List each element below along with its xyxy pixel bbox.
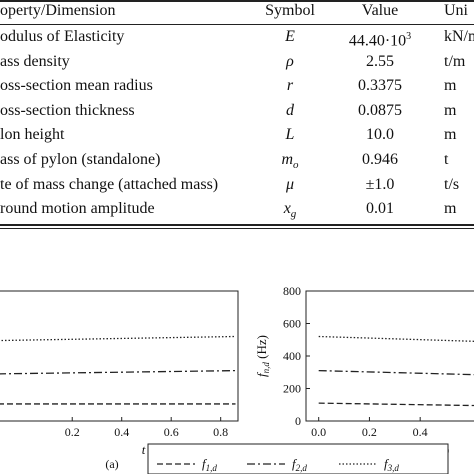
table-cell-unit: m	[444, 126, 457, 144]
table-symbol-subscript: g	[290, 208, 297, 221]
table-cell-unit: t	[444, 151, 449, 168]
table-cell-unit: kN/m	[444, 28, 474, 45]
table-value-text: 10.0	[366, 126, 394, 144]
table-cell-property: lon height	[0, 126, 65, 144]
header-unit: Uni	[444, 2, 468, 19]
properties-table: operty/Dimension Symbol Value Uni odulus…	[0, 0, 474, 230]
table-cell-unit: t/s	[444, 175, 460, 193]
table-symbol-text: μ	[285, 175, 295, 193]
table-value-text: 0.01	[366, 200, 394, 218]
table-value-exponent: 3	[406, 31, 412, 42]
header-property: operty/Dimension	[0, 2, 116, 19]
table-symbol-text: ρ	[286, 52, 294, 70]
table-cell-symbol: μ	[286, 174, 294, 196]
x-tick-label: 0.0	[311, 425, 326, 439]
series-line-f3d	[318, 335, 474, 342]
table-cell-value: ±1.0	[366, 174, 395, 196]
series-line-f2d	[0, 369, 236, 375]
chart-panel-b: 0.00.20.40200400600800t (s)(b)fn,d (Hz)	[254, 284, 474, 471]
series-line-f3d	[0, 335, 236, 342]
table-cell-symbol: r	[287, 75, 293, 97]
table-cell-symbol: xg	[284, 198, 297, 225]
panel-label: (a)	[105, 457, 118, 471]
x-tick-label: 0.4	[114, 425, 129, 439]
y-tick-label: 0	[295, 414, 301, 428]
table-symbol-text: m	[281, 151, 294, 168]
table-value-text: ±1.0	[365, 175, 395, 193]
table-cell-value: 10.0	[366, 124, 394, 146]
x-tick-label: 0.4	[413, 425, 428, 439]
table-cell-property: ass density	[0, 52, 70, 70]
table-value-text: 2.55	[366, 52, 394, 70]
legend-label: f1,d	[202, 456, 217, 473]
table-cell-property: oss-section thickness	[0, 101, 135, 119]
table-cell-value: 0.3375	[358, 75, 402, 97]
table-symbol-text: E	[285, 28, 295, 45]
table-value-text: 0.946	[362, 151, 398, 168]
table-cell-property: round motion amplitude	[0, 200, 155, 218]
table-cell-symbol: d	[286, 100, 294, 122]
table-cell-symbol: L	[286, 124, 295, 146]
table-cell-property: odulus of Elasticity	[0, 28, 125, 45]
table-value-text: 44.40·10	[348, 32, 407, 50]
table-cell-value: 44.40·103	[349, 26, 411, 52]
table-value-text: 0.0875	[358, 101, 402, 119]
table-cell-symbol: mo	[281, 149, 298, 176]
table-cell-property: te of mass change (attached mass)	[0, 175, 219, 193]
table-bottom-rule	[0, 224, 474, 226]
table-header-rule	[0, 24, 474, 25]
chart-legend: f1,d f2,d f3,d	[147, 443, 449, 474]
plot-frame	[305, 290, 474, 422]
table-bottom-rule-2	[0, 228, 474, 229]
y-tick-label: 400	[283, 349, 301, 363]
header-value: Value	[361, 2, 399, 19]
x-tick-label: 0.6	[164, 425, 179, 439]
header-symbol: Symbol	[265, 2, 315, 19]
table-cell-value: 2.55	[366, 51, 394, 73]
table-cell-value: 0.01	[366, 198, 394, 220]
table-cell-unit: m	[444, 200, 457, 218]
series-line-f1d	[318, 402, 474, 407]
x-tick-label: 0.8	[213, 425, 228, 439]
table-symbol-subscript: o	[293, 159, 299, 172]
table-cell-symbol: ρ	[286, 51, 294, 73]
y-axis-label: fn,d (Hz)	[254, 335, 271, 377]
table-cell-symbol: E	[285, 26, 295, 48]
table-symbol-text: r	[286, 77, 294, 95]
x-tick-label: 0.2	[362, 425, 377, 439]
legend-box	[147, 443, 449, 474]
table-value-text: 0.3375	[358, 77, 402, 95]
plot-frame	[0, 290, 239, 422]
table-cell-value: 0.0875	[358, 100, 402, 122]
y-tick-label: 200	[283, 382, 301, 396]
legend-label: f2,d	[292, 456, 307, 473]
y-tick-label: 600	[283, 317, 301, 331]
table-cell-value: 0.946	[362, 149, 398, 171]
table-symbol-text: L	[285, 126, 295, 144]
series-line-f2d	[318, 369, 474, 376]
x-tick-label: 0.2	[65, 425, 80, 439]
table-cell-unit: t/m	[444, 52, 466, 70]
table-cell-unit: m	[444, 77, 457, 95]
table-cell-property: oss-section mean radius	[0, 77, 153, 95]
table-top-rule	[0, 0, 474, 2]
legend-label: f3,d	[384, 456, 399, 473]
table-symbol-text: d	[286, 101, 294, 119]
table-cell-unit: m	[444, 101, 457, 119]
table-cell-property: ass of pylon (standalone)	[0, 151, 161, 168]
table-symbol-text: x	[283, 200, 291, 218]
y-tick-label: 800	[283, 284, 301, 298]
